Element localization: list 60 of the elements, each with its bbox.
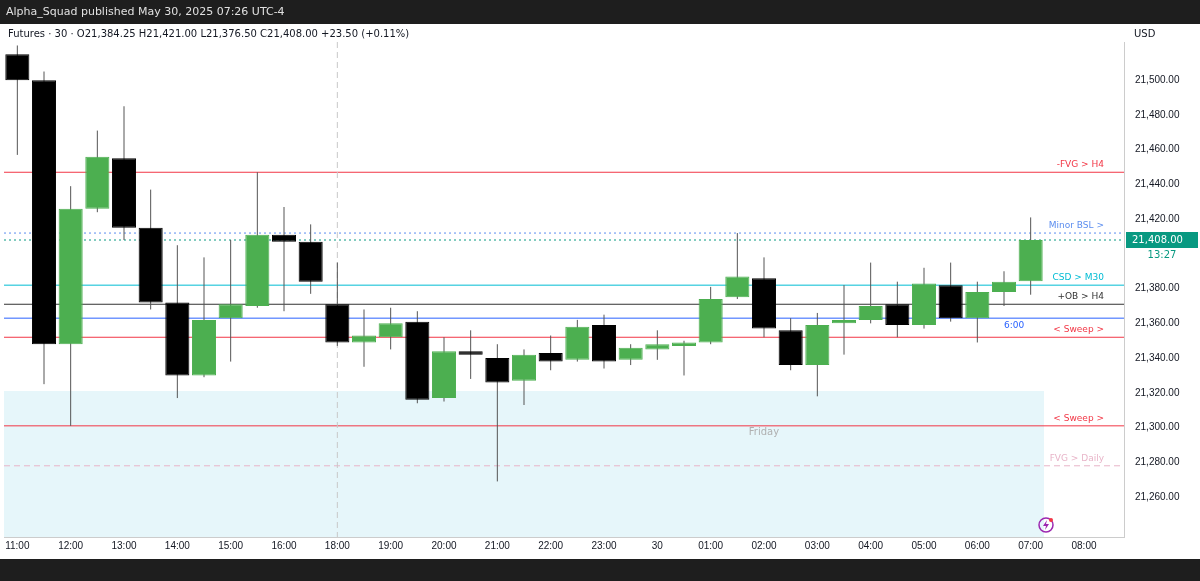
x-tick-label: 01:00 bbox=[698, 539, 724, 551]
x-tick-label: 30 bbox=[651, 539, 664, 551]
annotation: 6:00 bbox=[1004, 320, 1025, 330]
candlestick bbox=[218, 239, 243, 363]
y-axis-title: USD bbox=[1134, 27, 1156, 39]
candlestick bbox=[725, 232, 750, 300]
ref-line-label: < Sweep > bbox=[1053, 412, 1104, 423]
x-tick-label: 02:00 bbox=[751, 539, 777, 551]
y-tick-label: 21,420.00 bbox=[1135, 212, 1180, 224]
candlestick bbox=[378, 307, 403, 350]
x-tick-label: 20:00 bbox=[431, 539, 457, 551]
x-tick-label: 11:00 bbox=[5, 539, 30, 551]
candlestick bbox=[618, 343, 643, 366]
x-tick-label: 06:00 bbox=[964, 539, 991, 551]
x-tick-label: 03:00 bbox=[804, 539, 831, 551]
candlestick bbox=[538, 335, 563, 371]
y-tick-label: 21,480.00 bbox=[1135, 108, 1180, 120]
x-tick-label: 13:00 bbox=[111, 539, 137, 551]
candlestick bbox=[271, 206, 297, 312]
chart-subtitle: Futures · 30 · O21,384.25 H21,421.00 L21,376.50 C21,408.00 +23.50 (+0.11%) bbox=[8, 27, 410, 39]
x-tick-label: 23:00 bbox=[591, 539, 617, 551]
y-tick-label: 21,300.00 bbox=[1135, 421, 1180, 433]
x-tick-label: 18:00 bbox=[324, 539, 351, 551]
ref-line-label: +OB > H4 bbox=[1057, 291, 1105, 302]
ref-line-label: CSD > M30 bbox=[1052, 272, 1105, 282]
x-tick-label: 07:00 bbox=[1018, 539, 1044, 551]
ref-line-label: -FVG > H4 bbox=[1056, 159, 1105, 170]
x-tick-label: 19:00 bbox=[378, 539, 404, 551]
candlestick bbox=[885, 281, 910, 338]
y-tick-label: 21,340.00 bbox=[1135, 351, 1180, 363]
x-tick-label: 14:00 bbox=[164, 539, 191, 551]
x-tick-label: 05:00 bbox=[911, 539, 937, 551]
y-tick-label: 21,440.00 bbox=[1135, 178, 1180, 190]
candlestick bbox=[645, 329, 670, 361]
x-tick-label: 04:00 bbox=[858, 539, 884, 551]
x-tick-label: 21:00 bbox=[484, 539, 511, 551]
candlestick bbox=[458, 329, 483, 380]
ref-line-label: < Sweep > bbox=[1053, 324, 1104, 335]
x-tick-label: 22:00 bbox=[538, 539, 564, 551]
y-tick-label: 21,320.00 bbox=[1135, 386, 1180, 398]
ref-line-label: FVG > Daily bbox=[1049, 452, 1105, 463]
y-tick-label: 21,460.00 bbox=[1135, 143, 1180, 155]
y-tick-label: 21,280.00 bbox=[1135, 456, 1180, 468]
y-tick-label: 21,380.00 bbox=[1135, 282, 1180, 294]
chart-title: Alpha_Squad published May 30, 2025 07:26 UTC-4 bbox=[0, 0, 1200, 24]
x-tick-label: 15:00 bbox=[218, 539, 244, 551]
candlestick bbox=[858, 262, 883, 324]
text: 13:27 bbox=[1147, 248, 1177, 260]
ref-line-label: 21,408.00 bbox=[1132, 233, 1183, 245]
candlestick bbox=[485, 343, 510, 482]
candlestick bbox=[671, 340, 697, 376]
ref-line-label: Minor BSL > bbox=[1048, 219, 1104, 230]
x-tick-label: 12:00 bbox=[58, 539, 84, 551]
y-tick-label: 21,260.00 bbox=[1135, 490, 1180, 502]
annotation: Friday bbox=[748, 426, 780, 438]
candlestick bbox=[991, 270, 1017, 307]
x-tick-label: 08:00 bbox=[1071, 539, 1097, 551]
y-tick-label: 21,360.00 bbox=[1135, 317, 1180, 329]
x-tick-label: 16:00 bbox=[271, 539, 297, 551]
y-tick-label: 21,500.00 bbox=[1135, 73, 1180, 85]
